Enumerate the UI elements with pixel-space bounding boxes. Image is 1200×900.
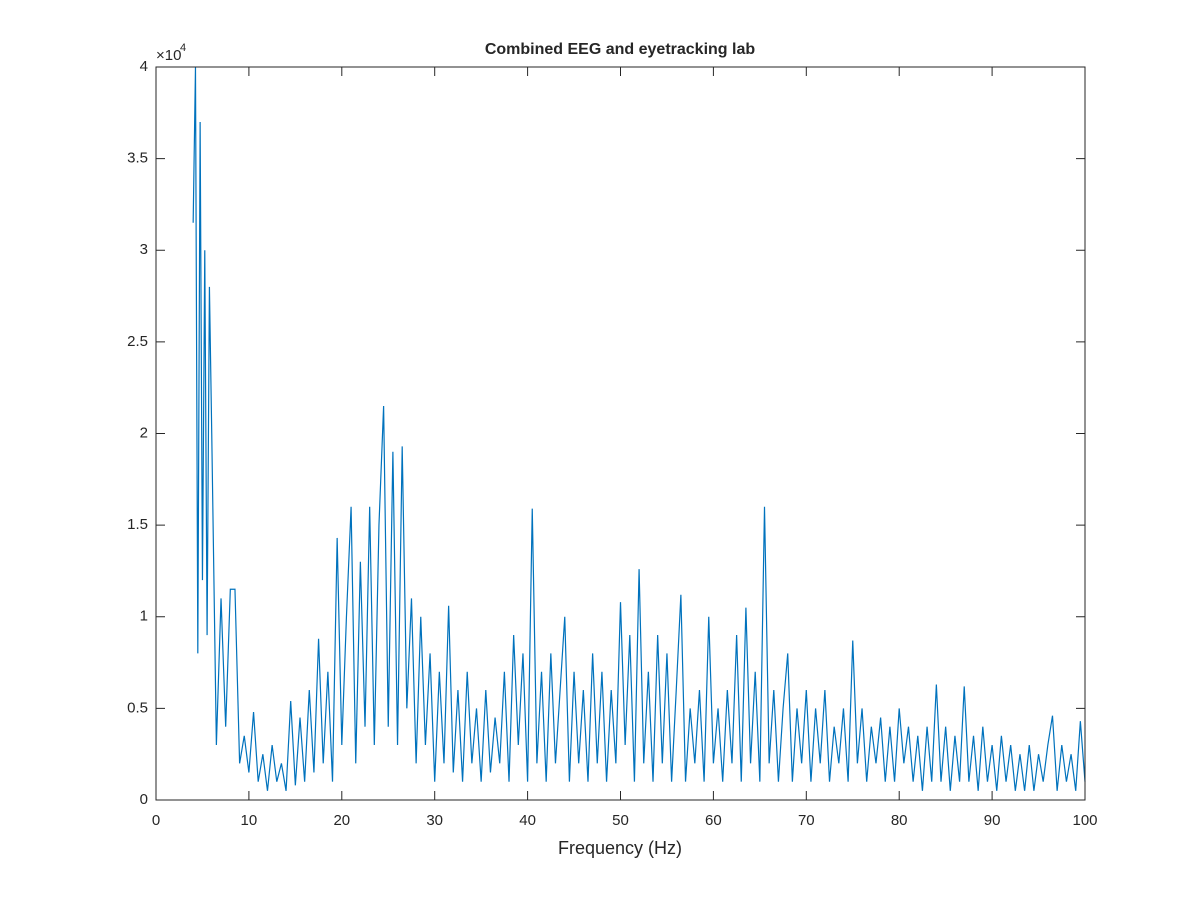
x-tick-label: 30 <box>426 812 443 829</box>
x-tick-label: 40 <box>519 812 536 829</box>
x-tick-label: 90 <box>984 812 1001 829</box>
y-tick-label: 2 <box>140 424 148 441</box>
y-multiplier: ×10 <box>156 47 181 64</box>
y-tick-label: 1.5 <box>127 516 148 533</box>
x-tick-label: 70 <box>798 812 815 829</box>
y-tick-label: 4 <box>140 58 148 75</box>
chart-title: Combined EEG and eyetracking lab <box>485 41 756 58</box>
y-tick-label: 2.5 <box>127 333 148 350</box>
data-line <box>192 66 1086 791</box>
x-tick-label: 80 <box>891 812 908 829</box>
x-axis-label: Frequency (Hz) <box>558 838 682 858</box>
x-tick-label: 10 <box>241 812 258 829</box>
x-tick-label: 20 <box>333 812 350 829</box>
x-tick-label: 50 <box>612 812 629 829</box>
y-tick-label: 0.5 <box>127 699 148 716</box>
y-tick-label: 0 <box>140 791 148 808</box>
y-tick-label: 3.5 <box>127 150 148 167</box>
x-tick-label: 0 <box>152 812 160 829</box>
y-multiplier-exponent: 4 <box>180 42 186 54</box>
x-tick-label: 100 <box>1072 812 1097 829</box>
x-tick-label: 60 <box>705 812 722 829</box>
y-tick-label: 3 <box>140 241 148 258</box>
axes-box <box>155 66 1086 801</box>
y-tick-label: 1 <box>140 608 148 625</box>
